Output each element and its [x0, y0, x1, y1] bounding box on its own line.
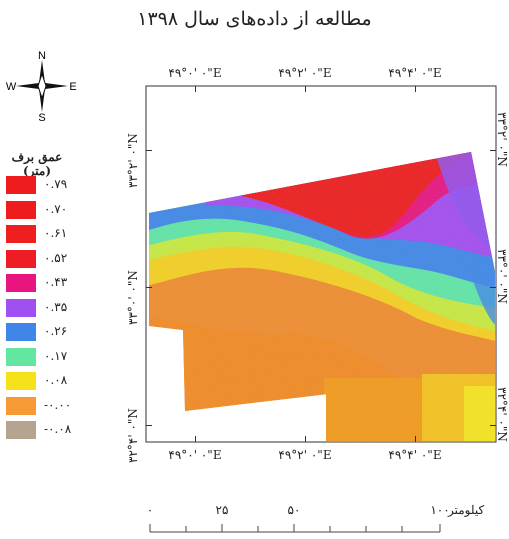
legend-swatch — [6, 200, 36, 219]
legend-label: ۰.۵۲ — [44, 250, 68, 265]
tick-label-top: ۴۹°۰' ۰"E — [168, 66, 222, 80]
tick-mark — [305, 86, 306, 92]
legend-label: ۰.۱۷ — [44, 348, 68, 363]
map-frame — [145, 85, 497, 443]
legend-swatch — [6, 249, 36, 268]
scale-unit: کیلومتر — [448, 503, 485, 517]
tick-mark — [490, 287, 496, 288]
west-label: W — [6, 81, 17, 93]
legend-swatch — [6, 298, 36, 317]
tick-mark — [415, 436, 416, 442]
tick-label-left: ۳۲°۴' ۰"N — [126, 408, 140, 463]
east-label: E — [69, 81, 76, 93]
tick-mark — [195, 86, 196, 92]
tick-label-right: ۳۳°۰' ۰"N — [495, 249, 509, 304]
south-label: S — [38, 112, 45, 122]
legend-label: ۰.۲۶ — [44, 324, 68, 338]
legend-swatch — [6, 372, 36, 390]
legend-label: ۰.۷۹ — [44, 177, 68, 191]
tick-label-top: ۴۹°۲' ۰"E — [278, 66, 332, 80]
legend-swatch — [6, 176, 36, 194]
map-title: مطالعه از داده‌های سال ۱۳۹۸ — [137, 8, 372, 30]
tick-mark — [490, 150, 496, 151]
tick-label-left: ۳۳°۲' ۰"N — [126, 133, 140, 188]
tick-mark — [415, 86, 416, 92]
legend-label: ۰.۳۵ — [44, 299, 68, 314]
north-label: N — [38, 50, 46, 62]
scale-label-0: ۰ — [146, 503, 154, 517]
legend-swatch — [6, 225, 36, 243]
tick-label-bottom: ۴۹°۲' ۰"E — [278, 448, 332, 462]
tick-label-bottom: ۴۹°۰' ۰"E — [168, 448, 222, 462]
tick-label-bottom: ۴۹°۴' ۰"E — [388, 448, 442, 462]
snow-depth-raster — [149, 152, 495, 441]
legend-label: ۰.۷۰ — [44, 201, 68, 216]
legend-swatch — [6, 323, 36, 341]
legend-label: -۰.۰۸ — [44, 422, 72, 436]
legend-label: ۰.۰۸ — [44, 373, 68, 387]
legend-title: عمق برف (متر) — [11, 150, 63, 178]
tick-mark — [146, 150, 152, 151]
tick-mark — [146, 287, 152, 288]
tick-label-left: ۳۳°۰' ۰"N — [126, 270, 140, 325]
tick-label-top: ۴۹°۴' ۰"E — [388, 66, 442, 80]
legend-swatch — [6, 347, 36, 366]
tick-mark — [146, 425, 152, 426]
tick-label-right: ۳۲°۴' ۰"N — [495, 387, 509, 442]
legend-swatch — [6, 274, 36, 292]
scale-label-50: ۵۰ — [287, 503, 301, 517]
scale-label-25: ۲۵ — [215, 503, 229, 517]
scale-label-100: ۱۰۰ — [430, 503, 450, 517]
tick-mark — [490, 425, 496, 426]
tick-mark — [195, 436, 196, 442]
legend-swatch — [6, 421, 36, 439]
tick-label-right: ۳۳°۲' ۰"N — [495, 112, 509, 167]
legend-label: ۰.۶۱ — [44, 226, 68, 240]
north-arrow-icon: N S W E — [6, 50, 77, 122]
legend-label: -۰.۰۰ — [44, 397, 72, 412]
tick-mark — [305, 436, 306, 442]
legend-label: ۰.۴۳ — [44, 275, 68, 289]
legend-swatch — [6, 396, 36, 415]
